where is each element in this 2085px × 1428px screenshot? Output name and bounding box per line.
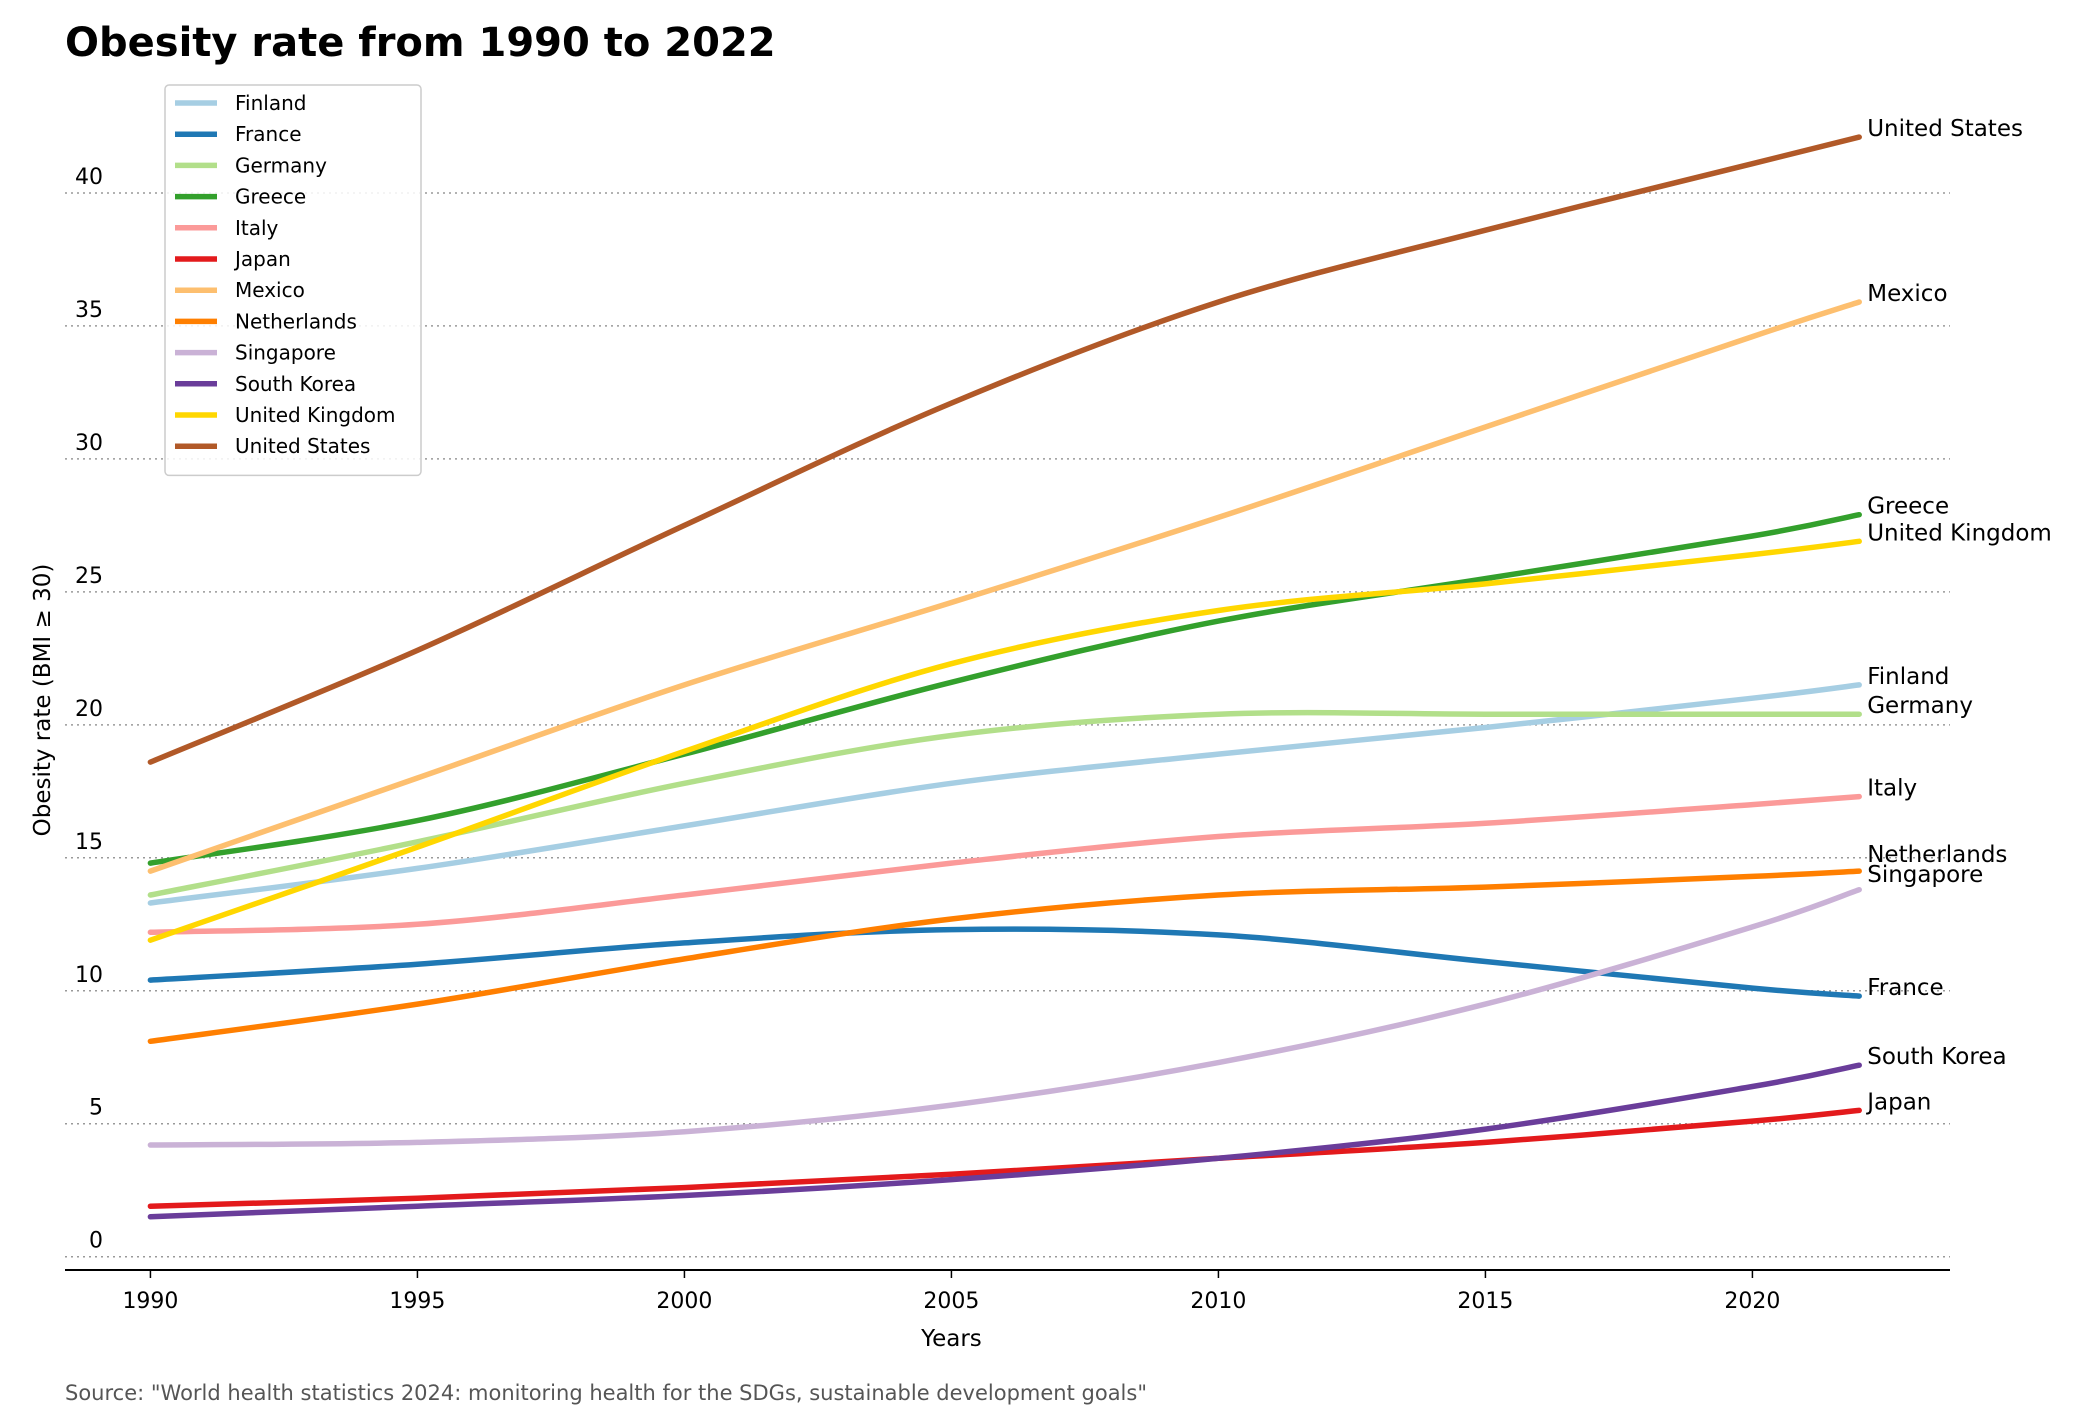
series-line-south-korea	[147, 1062, 1862, 1220]
legend-label-greece: Greece	[235, 185, 306, 209]
series-line-united-states	[147, 134, 1862, 765]
y-tick-label-30: 30	[75, 431, 103, 456]
end-labels: Finland France Germany Greece Italy Japan Mexi…	[1865, 116, 2052, 1115]
x-axis-title: Years	[920, 1326, 982, 1352]
legend-label-netherlands: Netherlands	[235, 309, 357, 333]
series-line-mexico	[147, 299, 1862, 874]
legend-label-italy: Italy	[235, 216, 279, 240]
legend-label-finland: Finland	[235, 91, 306, 115]
y-tick-label-5: 5	[89, 1096, 103, 1121]
series-line-united-kingdom	[147, 538, 1862, 943]
series-lines	[147, 134, 1862, 1220]
x-tick-label-2005: 2005	[923, 1289, 979, 1314]
y-tick-label-25: 25	[75, 564, 103, 589]
end-label-south-korea: South Korea	[1867, 1044, 2006, 1070]
series-line-italy	[147, 793, 1862, 936]
legend-label-france: France	[235, 122, 302, 146]
y-tick-label-40: 40	[75, 165, 103, 190]
end-label-united-kingdom: United Kingdom	[1867, 520, 2052, 546]
source-note: Source: "World health statistics 2024: m…	[65, 1381, 1147, 1405]
end-label-netherlands: Netherlands	[1867, 842, 2007, 868]
end-label-france: France	[1867, 975, 1943, 1001]
x-tick-label-2015: 2015	[1457, 1289, 1513, 1314]
series-line-netherlands	[147, 868, 1862, 1045]
end-label-japan: Japan	[1865, 1089, 1931, 1115]
x-tick-label-1990: 1990	[122, 1289, 178, 1314]
x-tick-label-2000: 2000	[656, 1289, 712, 1314]
series-line-greece	[147, 511, 1862, 866]
end-label-united-states: United States	[1867, 116, 2023, 142]
legend-label-mexico: Mexico	[235, 278, 305, 302]
legend-label-germany: Germany	[235, 153, 327, 177]
series-line-singapore	[147, 886, 1862, 1148]
y-tick-label-35: 35	[75, 298, 103, 323]
axes: 0 5 10 15 20 25 30 35 40 1990 1995 2000 2005 2010 2015…	[30, 165, 1950, 1352]
y-tick-label-0: 0	[89, 1229, 103, 1254]
x-tick-label-1995: 1995	[389, 1289, 445, 1314]
x-tick-label-2010: 2010	[1190, 1289, 1246, 1314]
legend-label-japan: Japan	[233, 247, 291, 271]
end-label-greece: Greece	[1867, 494, 1949, 520]
series-line-japan	[147, 1107, 1862, 1209]
chart-title: Obesity rate from 1990 to 2022	[65, 20, 776, 66]
series-line-finland	[147, 682, 1862, 906]
end-label-italy: Italy	[1867, 776, 1917, 802]
end-label-singapore: Singapore	[1867, 862, 1983, 888]
end-label-mexico: Mexico	[1867, 281, 1947, 307]
legend: Finland France Germany Greece Italy Japan Mexi…	[164, 84, 422, 477]
end-label-germany: Germany	[1867, 693, 1973, 719]
y-tick-label-10: 10	[75, 963, 103, 988]
legend-label-singapore: Singapore	[235, 341, 336, 365]
legend-label-united-kingdom: United Kingdom	[235, 403, 396, 427]
x-tick-label-2020: 2020	[1724, 1289, 1780, 1314]
y-axis-title: Obesity rate (BMI ≥ 30)	[30, 564, 56, 837]
legend-label-united-states: United States	[235, 434, 370, 458]
y-tick-label-20: 20	[75, 697, 103, 722]
end-label-finland: Finland	[1867, 664, 1949, 690]
legend-box	[164, 84, 422, 477]
series-line-france	[147, 926, 1862, 999]
legend-label-south-korea: South Korea	[235, 372, 356, 396]
y-tick-label-15: 15	[75, 830, 103, 855]
